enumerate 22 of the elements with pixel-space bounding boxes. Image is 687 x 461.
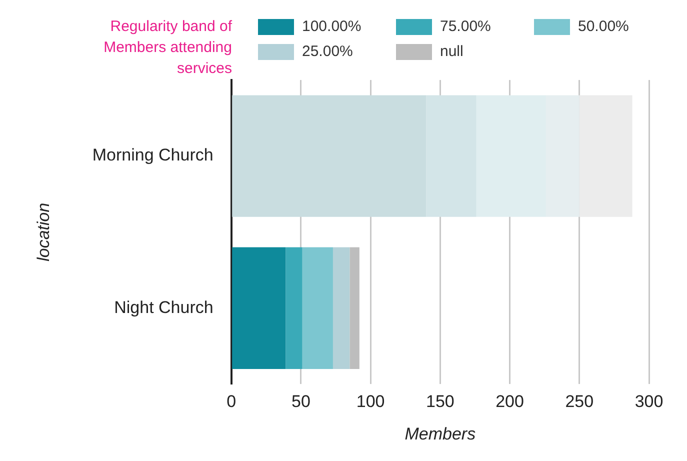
x-tick-label: 0 xyxy=(226,392,236,412)
y-axis-title: location xyxy=(34,202,53,262)
bar xyxy=(350,247,360,369)
bar xyxy=(302,247,333,369)
bar xyxy=(286,247,302,369)
legend-label: 50.00% xyxy=(578,18,629,35)
legend-label: 25.00% xyxy=(302,43,353,60)
x-tick-label: 150 xyxy=(426,392,454,412)
legend-label: null xyxy=(440,43,464,60)
x-tick-label: 250 xyxy=(565,392,594,412)
legend-title: Regularity band of Members attending services xyxy=(102,17,232,79)
y-tick-label: Morning Church xyxy=(92,146,214,165)
legend-label: 100.00% xyxy=(302,18,362,35)
bar xyxy=(232,247,286,369)
x-tick-label: 100 xyxy=(356,392,385,412)
x-tick-label: 300 xyxy=(634,392,664,412)
y-tick-label: Night Church xyxy=(114,298,214,317)
x-axis-title: Members xyxy=(404,424,476,444)
bar xyxy=(332,247,350,369)
x-tick-label: 50 xyxy=(291,392,310,412)
legend-label: 75.00% xyxy=(440,18,491,35)
x-tick-label: 200 xyxy=(496,392,524,412)
